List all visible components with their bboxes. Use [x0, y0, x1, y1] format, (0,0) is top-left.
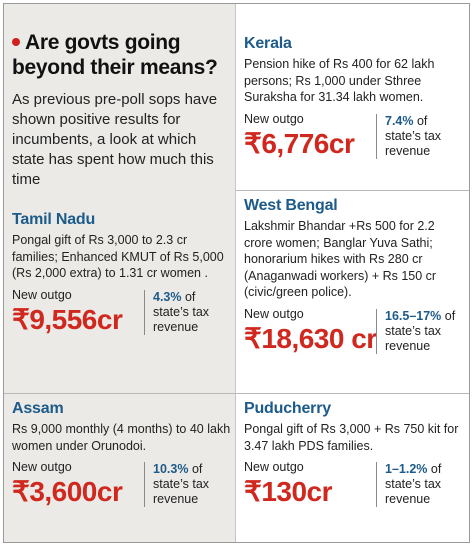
share-suffix-state-tax: state’s tax [385, 128, 442, 143]
share-suffix-revenue: revenue [385, 143, 431, 158]
state-description: Rs 9,000 monthly (4 months) to 40 lakh w… [12, 422, 231, 453]
tax-revenue-share: 7.4% of state’s tax revenue [376, 113, 442, 159]
share-suffix-revenue: revenue [385, 338, 431, 353]
outgo-label: New outgo [12, 287, 72, 302]
share-suffix-state-tax: state’s tax [153, 477, 210, 491]
divider-line [236, 190, 469, 191]
outgo-row: New outgo ₹6,776cr 7.4% of state’s tax r… [244, 112, 466, 166]
share-suffix-revenue: revenue [153, 319, 199, 334]
share-suffix-of: of [184, 289, 196, 304]
column-divider [235, 4, 236, 542]
tax-revenue-share: 16.5–17% of state’s tax revenue [376, 308, 456, 354]
state-description: Pension hike of Rs 400 for 62 lakh perso… [244, 57, 435, 104]
tax-share-percent: 7.4% [385, 113, 414, 128]
state-name: Kerala [244, 35, 292, 52]
right-column [236, 4, 469, 542]
outgo-amount: ₹18,630 cr [244, 322, 377, 354]
share-suffix-of: of [430, 462, 442, 476]
share-suffix-revenue: revenue [153, 492, 199, 506]
headline: Are govts going beyond their means? [12, 30, 232, 80]
left-column [4, 4, 235, 542]
outgo-row: New outgo ₹130cr 1–1.2% of state’s tax r… [244, 460, 466, 514]
tax-share-percent: 10.3% [153, 462, 189, 476]
state-description: Pongal gift of Rs 3,000 to 2.3 cr famili… [12, 233, 224, 280]
state-name: Assam [12, 400, 64, 417]
outgo-amount: ₹130cr [244, 476, 333, 507]
outgo-label: New outgo [12, 460, 72, 474]
tax-share-percent: 16.5–17% [385, 308, 442, 323]
share-suffix-state-tax: state’s tax [385, 323, 442, 338]
state-description: Pongal gift of Rs 3,000 + Rs 750 kit for… [244, 422, 459, 453]
state-name: Tamil Nadu [12, 211, 96, 228]
tax-revenue-share: 1–1.2% of state’s tax revenue [376, 462, 441, 507]
outgo-row: New outgo ₹18,630 cr 16.5–17% of state’s… [244, 307, 466, 361]
state-name: West Bengal [244, 197, 338, 214]
state-block-kerala: Kerala Pension hike of Rs 400 for 62 lak… [244, 34, 466, 166]
intro-text: As previous pre-poll sops have shown pos… [12, 91, 218, 188]
share-suffix-of: of [416, 113, 428, 128]
outgo-label: New outgo [244, 111, 304, 126]
state-block-assam: Assam Rs 9,000 monthly (4 months) to 40 … [12, 399, 232, 514]
divider-line [236, 393, 469, 394]
outgo-amount: ₹3,600cr [12, 476, 123, 507]
tax-revenue-share: 4.3% of state’s tax revenue [144, 289, 210, 335]
state-name: Puducherry [244, 400, 331, 417]
headline-text: Are govts going beyond their means? [12, 31, 218, 79]
state-block-tamil-nadu: Tamil Nadu Pongal gift of Rs 3,000 to 2.… [12, 210, 232, 342]
outgo-label: New outgo [244, 460, 304, 474]
share-suffix-of: of [444, 308, 456, 323]
state-block-puducherry: Puducherry Pongal gift of Rs 3,000 + Rs … [244, 399, 466, 514]
tax-share-percent: 4.3% [153, 289, 182, 304]
red-bullet-icon [12, 38, 20, 46]
share-suffix-revenue: revenue [385, 492, 431, 506]
outgo-amount: ₹9,556cr [12, 303, 123, 335]
divider-line [4, 393, 235, 394]
outgo-label: New outgo [244, 306, 304, 321]
infographic-frame: Are govts going beyond their means? As p… [3, 3, 470, 543]
outgo-row: New outgo ₹3,600cr 10.3% of state’s tax … [12, 460, 232, 514]
share-suffix-state-tax: state’s tax [153, 304, 210, 319]
state-description: Lakshmir Bhandar +Rs 500 for 2.2 crore w… [244, 219, 437, 299]
tax-revenue-share: 10.3% of state’s tax revenue [144, 462, 209, 507]
outgo-amount: ₹6,776cr [244, 127, 355, 159]
outgo-row: New outgo ₹9,556cr 4.3% of state’s tax r… [12, 288, 232, 342]
tax-share-percent: 1–1.2% [385, 462, 428, 476]
share-suffix-state-tax: state’s tax [385, 477, 442, 491]
share-suffix-of: of [191, 462, 203, 476]
state-block-west-bengal: West Bengal Lakshmir Bhandar +Rs 500 for… [244, 196, 466, 361]
